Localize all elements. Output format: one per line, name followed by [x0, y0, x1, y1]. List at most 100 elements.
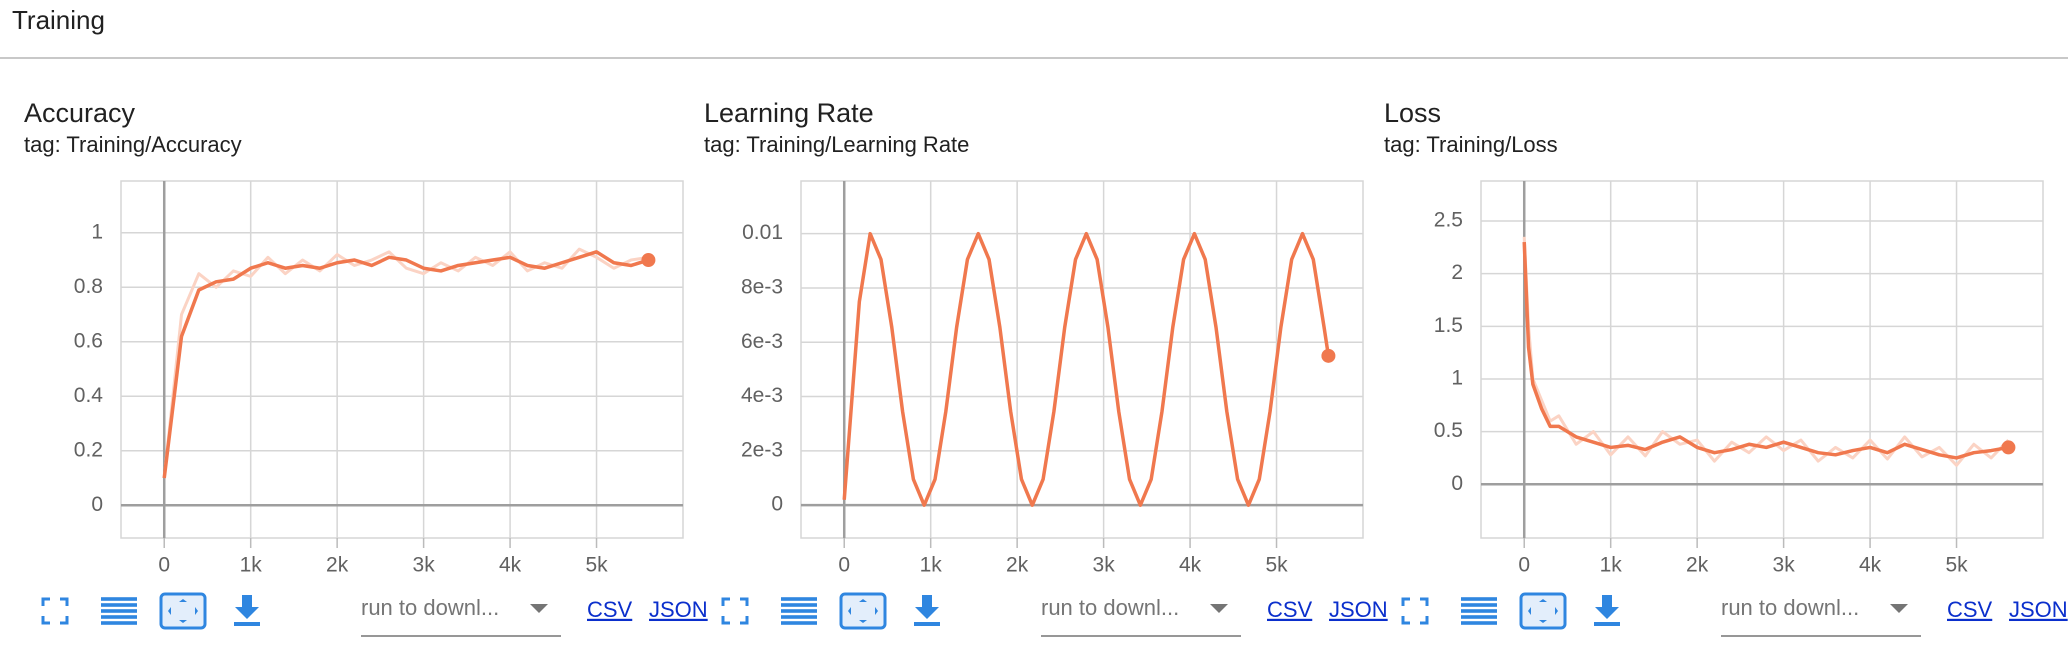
- download-link[interactable]: JSON: [2009, 597, 2068, 622]
- x-tick-label: 1k: [920, 554, 943, 577]
- x-tick-label: 2k: [326, 554, 349, 577]
- icon-stroke: [41, 597, 50, 606]
- x-tick-label: 0: [158, 554, 170, 577]
- run-select[interactable]: run to downl...: [1041, 595, 1241, 637]
- x-tick-label: 0: [1518, 554, 1530, 577]
- download-link[interactable]: CSV: [1947, 597, 1993, 622]
- fullscreen-button[interactable]: [1401, 597, 1429, 625]
- select-caret: [1890, 604, 1908, 613]
- download-link[interactable]: JSON: [1329, 597, 1388, 622]
- last-point: [1321, 348, 1336, 363]
- toggle-lines-button[interactable]: [1461, 597, 1497, 625]
- icon-stroke: [1401, 616, 1410, 625]
- toggle-lines-button[interactable]: [781, 597, 817, 625]
- chart-subtitle: tag: Training/Accuracy: [24, 132, 242, 157]
- series-line: [162, 247, 649, 479]
- icon-bar: [101, 615, 137, 619]
- last-point: [641, 253, 656, 268]
- fit-domain-button[interactable]: [1519, 592, 1567, 630]
- icon-bar: [1461, 621, 1497, 625]
- x-tick-label: 2k: [1006, 554, 1029, 577]
- icon-arrow: [168, 607, 171, 615]
- y-tick-label: 1.5: [1434, 314, 1463, 337]
- x-tick-label: 3k: [1773, 554, 1796, 577]
- x-tick-label: 1k: [240, 554, 263, 577]
- icon-arrow: [179, 599, 187, 602]
- icon-stroke: [60, 597, 69, 606]
- select-text: run to downl...: [361, 595, 499, 620]
- plot-frame: [120, 180, 684, 539]
- icon-stroke: [1401, 597, 1410, 606]
- x-tick-label: 5k: [1945, 554, 1968, 577]
- y-tick-label: 0: [771, 493, 783, 516]
- x-tick-label: 3k: [1093, 554, 1116, 577]
- y-tick-label: 0.4: [74, 384, 104, 407]
- icon-arrow: [848, 607, 851, 615]
- x-tick-label: 2k: [1686, 554, 1709, 577]
- x-tick-label: 3k: [413, 554, 436, 577]
- icon-arrow: [915, 595, 939, 619]
- plot-frame: [800, 180, 1364, 539]
- icon-bar: [101, 621, 137, 625]
- icon-arrow: [1555, 607, 1558, 615]
- icon-bar: [781, 615, 817, 619]
- select-caret: [530, 604, 548, 613]
- icon-bar: [101, 597, 137, 601]
- download-link[interactable]: JSON: [649, 597, 708, 622]
- icon-arrow: [1539, 620, 1547, 623]
- header-title: Training: [12, 5, 105, 35]
- x-tick-label: 4k: [1179, 554, 1202, 577]
- icon-bar: [1461, 597, 1497, 601]
- icon-arrow: [235, 595, 259, 619]
- header-bar: [0, 0, 2068, 58]
- icon-arrow: [1528, 607, 1531, 615]
- icon-bar: [781, 597, 817, 601]
- icon-arrow: [1539, 599, 1547, 602]
- y-tick-label: 0.01: [742, 221, 783, 244]
- icon-arrow: [1595, 595, 1619, 619]
- y-tick-label: 2e-3: [741, 438, 783, 461]
- run-select[interactable]: run to downl...: [1721, 595, 1921, 637]
- icon-stroke: [740, 616, 749, 625]
- y-tick-label: 0: [91, 493, 103, 516]
- fullscreen-button[interactable]: [721, 597, 749, 625]
- y-tick-label: 1: [91, 220, 103, 243]
- run-select[interactable]: run to downl...: [361, 595, 561, 637]
- chart-subtitle: tag: Training/Loss: [1384, 132, 1558, 157]
- download-button[interactable]: [914, 595, 940, 626]
- toggle-lines-button[interactable]: [101, 597, 137, 625]
- x-tick-label: 0: [838, 554, 850, 577]
- download-button[interactable]: [234, 595, 260, 626]
- x-tick-label: 4k: [499, 554, 522, 577]
- y-tick-label: 0.8: [74, 275, 103, 298]
- y-tick-label: 4e-3: [741, 384, 783, 407]
- fit-domain-button[interactable]: [839, 592, 887, 630]
- last-point: [2001, 440, 2016, 455]
- icon-arrow: [859, 599, 867, 602]
- icon-bar: [1461, 615, 1497, 619]
- download-link[interactable]: CSV: [1267, 597, 1313, 622]
- download-link[interactable]: CSV: [587, 597, 633, 622]
- icon-bar: [101, 603, 137, 607]
- icon-base: [234, 622, 260, 626]
- y-tick-label: 2.5: [1434, 209, 1463, 232]
- y-tick-label: 1: [1451, 367, 1463, 390]
- icon-stroke: [721, 616, 730, 625]
- download-button[interactable]: [1594, 595, 1620, 626]
- icon-bar: [1461, 603, 1497, 607]
- fullscreen-button[interactable]: [41, 597, 69, 625]
- icon-bar: [781, 621, 817, 625]
- icon-base: [1594, 622, 1620, 626]
- icon-stroke: [1420, 597, 1429, 606]
- icon-stroke: [60, 616, 69, 625]
- y-tick-label: 0: [1451, 472, 1463, 495]
- series-line: [1522, 242, 2009, 460]
- fit-domain-button[interactable]: [159, 592, 207, 630]
- y-tick-label: 2: [1451, 261, 1463, 284]
- series-line: [162, 250, 649, 479]
- chart-subtitle: tag: Training/Learning Rate: [704, 132, 969, 157]
- icon-base: [914, 622, 940, 626]
- icon-bar: [101, 609, 137, 613]
